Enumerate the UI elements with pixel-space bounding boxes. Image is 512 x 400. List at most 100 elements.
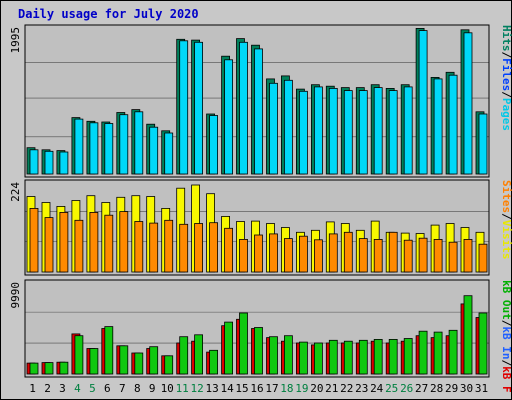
bar-hits-pages-day-15: [239, 41, 248, 175]
bar-kbytes-kb-out-day-14: [224, 321, 234, 375]
chart-title: Daily usage for July 2020: [18, 7, 199, 21]
legend-item-files: Files: [500, 58, 512, 91]
legend-item-pages: Pages: [500, 98, 512, 131]
bar-kbytes-kb-out-day-26: [403, 338, 413, 375]
bar-kbytes-kb-out-day-9: [149, 346, 159, 375]
bar-kbytes-kb-out-day-24: [373, 338, 383, 375]
bar-hits-pages-day-24: [373, 87, 383, 175]
bar-hits-pages-day-16: [254, 48, 263, 175]
bar-visits-sites-day-5: [89, 211, 99, 273]
bar-hits-pages-day-3: [59, 151, 69, 175]
bar-hits-pages-day-13: [209, 115, 219, 175]
bar-hits-pages-day-7: [119, 114, 129, 175]
bar-visits-sites-day-19: [298, 235, 308, 273]
bar-visits-sites-day-29: [448, 241, 458, 273]
x-tick-label-day-3: 3: [59, 382, 66, 395]
bar-hits-pages-day-9: [149, 126, 159, 175]
bar-hits-pages-day-12: [194, 41, 204, 175]
bar-visits-sites-day-10: [164, 219, 174, 273]
bar-kbytes-kb-out-day-28: [433, 331, 443, 375]
bar-visits-sites-day-18: [283, 238, 293, 273]
bar-kbytes-kb-out-day-6: [104, 326, 114, 375]
x-tick-label-day-7: 7: [119, 382, 126, 395]
bar-hits-pages-day-5: [89, 122, 99, 175]
x-tick-label-day-14: 14: [220, 382, 234, 395]
bar-visits-sites-day-6: [104, 214, 114, 273]
x-tick-label-day-24: 24: [370, 382, 384, 395]
bar-hits-pages-day-28: [433, 78, 443, 175]
x-tick-label-day-17: 17: [265, 382, 278, 395]
bar-visits-sites-day-20: [313, 239, 323, 273]
bar-hits-pages-day-1: [29, 149, 39, 175]
bar-hits-pages-day-6: [104, 123, 114, 175]
bar-visits-sites-day-31: [478, 243, 488, 273]
x-tick-label-day-16: 16: [250, 382, 263, 395]
bar-hits-pages-day-30: [463, 32, 473, 175]
bar-kbytes-kb-out-day-15: [239, 312, 248, 375]
bar-visits-sites-day-24: [373, 238, 383, 273]
bar-kbytes-kb-out-day-13: [209, 349, 219, 375]
x-tick-label-day-9: 9: [149, 382, 156, 395]
x-tick-label-day-29: 29: [445, 382, 458, 395]
bar-hits-pages-day-27: [418, 30, 428, 175]
x-tick-label-day-12: 12: [190, 382, 203, 395]
x-tick-label-day-13: 13: [205, 382, 218, 395]
bar-kbytes-kb-out-day-4: [74, 335, 84, 375]
legend-separator: /: [500, 52, 512, 59]
legend-separator: /: [500, 213, 512, 220]
y-max-label-visits: 224: [9, 182, 22, 202]
x-tick-label-day-18: 18: [280, 382, 293, 395]
bar-kbytes-kb-out-day-10: [164, 355, 174, 375]
bar-visits-sites-day-21: [328, 233, 338, 273]
bar-kbytes-kb-out-day-21: [328, 339, 338, 375]
bar-hits-pages-day-4: [74, 118, 84, 175]
y-max-label-kbytes: 9990: [9, 282, 22, 309]
bar-kbytes-kb-out-day-17: [269, 336, 278, 375]
legend-kbytes: kB Out/kB In/kB F: [500, 280, 512, 393]
bar-kbytes-kb-out-day-1: [29, 362, 39, 375]
panel-kbytes: 9990 kB Out/kB In/kB F: [9, 279, 512, 393]
x-tick-label-day-15: 15: [235, 382, 248, 395]
legend-visits: Sites/Visits: [500, 180, 512, 260]
bar-hits-pages-day-29: [448, 74, 458, 175]
bar-visits-sites-day-11: [179, 223, 189, 273]
bar-kbytes-kb-out-day-11: [179, 336, 189, 375]
x-tick-label-day-21: 21: [325, 382, 338, 395]
panel-visits: 224 Sites/Visits: [9, 179, 512, 276]
bar-visits-sites-day-7: [119, 211, 129, 273]
bar-visits-sites-day-1: [29, 207, 39, 273]
bar-kbytes-kb-out-day-22: [343, 340, 353, 375]
bar-kbytes-kb-out-day-31: [478, 312, 488, 375]
x-tick-label-day-4: 4: [74, 382, 81, 395]
bar-hits-pages-day-10: [164, 132, 174, 175]
bar-hits-pages-day-26: [403, 86, 413, 175]
x-tick-label-day-22: 22: [340, 382, 353, 395]
bar-kbytes-kb-out-day-29: [448, 329, 458, 375]
bar-kbytes-kb-out-day-2: [44, 362, 54, 375]
bar-visits-sites-day-15: [239, 238, 248, 273]
bar-visits-sites-day-30: [463, 238, 473, 273]
x-tick-label-day-27: 27: [415, 382, 428, 395]
x-tick-label-day-20: 20: [310, 382, 323, 395]
y-max-label-hits: 1995: [9, 27, 22, 54]
bar-hits-pages-day-19: [298, 90, 308, 175]
legend-hits: Hits/Files/Pages: [500, 25, 512, 131]
bar-kbytes-kb-out-day-5: [89, 348, 99, 375]
x-tick-label-day-2: 2: [44, 382, 51, 395]
bar-hits-pages-day-21: [328, 88, 338, 175]
x-tick-label-day-1: 1: [29, 382, 36, 395]
legend-item-visits: Visits: [500, 220, 512, 260]
legend-item-kb-out: kB Out: [500, 280, 512, 320]
bar-hits-pages-day-8: [134, 111, 144, 175]
bar-hits-pages-day-11: [179, 40, 189, 175]
bar-kbytes-kb-out-day-8: [134, 352, 144, 375]
bar-visits-sites-day-12: [194, 223, 204, 273]
bar-hits-pages-day-31: [478, 113, 488, 175]
legend-item-kb-in: kB In: [500, 326, 512, 359]
bar-hits-pages-day-2: [44, 150, 54, 175]
bar-hits-pages-day-17: [269, 82, 278, 175]
bar-visits-sites-day-9: [149, 222, 159, 273]
bar-visits-sites-day-8: [134, 221, 144, 273]
x-tick-label-day-26: 26: [400, 382, 413, 395]
